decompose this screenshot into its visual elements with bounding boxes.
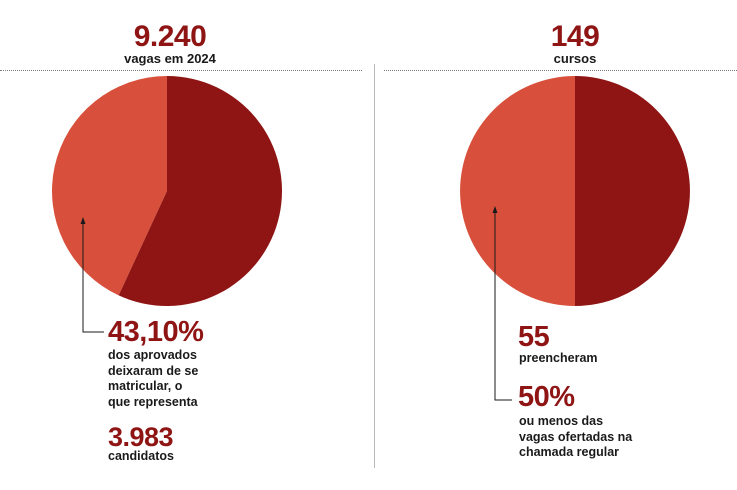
left-annotation-value: 43,10% xyxy=(108,316,204,348)
right-pie-chart xyxy=(460,76,690,306)
left-total-value: 9.240 xyxy=(133,20,207,53)
right-annotation-text2: ou menos das vagas ofertadas na chamada … xyxy=(519,414,699,461)
right-annotation-text: preencheram xyxy=(519,351,598,365)
right-annotation-line: chamada regular xyxy=(519,445,620,459)
left-annotation-line: dos aprovados xyxy=(108,348,197,362)
right-annotation-value2: 50% xyxy=(518,381,575,413)
left-annotation-text: dos aprovados deixaram de se matricular,… xyxy=(108,348,268,410)
left-leader-line xyxy=(80,217,104,333)
left-header-rule xyxy=(0,70,362,71)
left-annotation-text2: candidatos xyxy=(108,449,174,463)
left-annotation-line: que representa xyxy=(108,394,198,409)
pie-left-slice-0 xyxy=(52,76,167,296)
pie-right-slice-0 xyxy=(460,76,575,306)
left-annotation-line: matricular, o xyxy=(108,379,183,393)
column-divider xyxy=(374,64,375,468)
right-annotation-value: 55 xyxy=(518,321,550,353)
right-leader-line xyxy=(492,206,512,401)
pie-right-slice-1 xyxy=(575,76,690,306)
pie-left-slice-1 xyxy=(118,76,282,306)
right-total-value: 149 xyxy=(550,20,600,53)
left-pie-chart xyxy=(52,76,282,306)
left-annotation-value2: 3.983 xyxy=(108,422,174,452)
left-annotation-line: deixaram de se xyxy=(108,363,199,378)
right-annotation-line: vagas ofertadas na xyxy=(519,429,633,444)
left-total-label: vagas em 2024 xyxy=(124,51,216,66)
right-annotation-line: ou menos das xyxy=(519,414,604,428)
right-header-rule xyxy=(384,70,737,71)
right-total-label: cursos xyxy=(553,51,597,66)
